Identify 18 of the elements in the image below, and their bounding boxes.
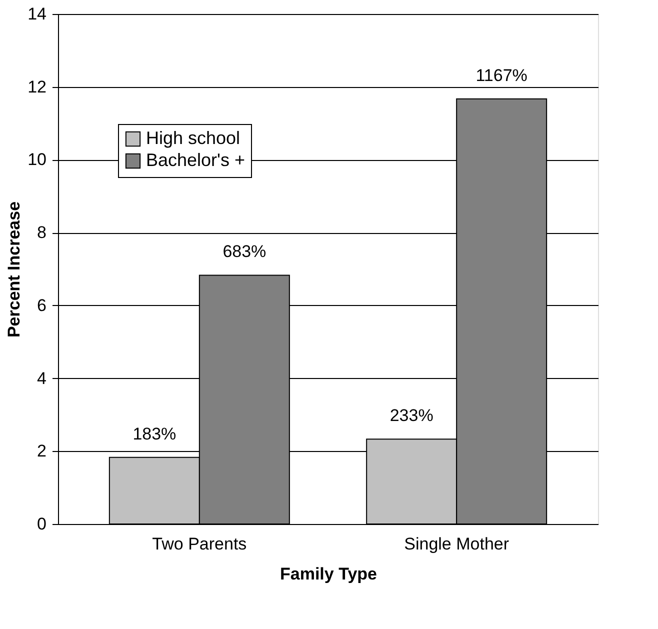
x-axis-title: Family Type [280,564,377,584]
y-tick-label: 4 [37,368,46,388]
y-tick-label: 0 [37,514,46,534]
y-tick-label: 6 [37,296,46,315]
legend-label: Bachelor's + [146,150,245,170]
y-tick-label: 14 [28,4,46,24]
data-label: 1167% [476,66,528,85]
x-tick-label: Single Mother [404,534,510,554]
x-tick-label: Two Parents [152,534,247,554]
y-axis-title: Percent Increase [4,201,24,338]
y-tick-label: 12 [28,77,46,96]
data-label: 183% [132,424,176,444]
y-tick-label: 10 [28,150,46,170]
legend-label: High school [146,128,240,148]
data-label: 683% [222,242,266,262]
data-label: 233% [390,406,434,426]
y-tick-label: 2 [37,442,46,461]
y-tick-label: 8 [37,223,46,242]
